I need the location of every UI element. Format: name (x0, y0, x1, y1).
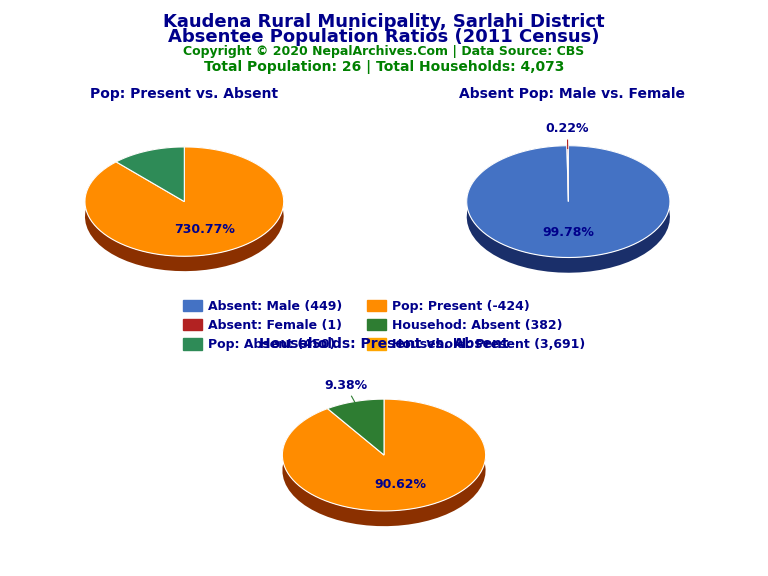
Polygon shape (283, 399, 485, 511)
Text: 0.22%: 0.22% (545, 123, 589, 135)
Text: Absentee Population Ratios (2011 Census): Absentee Population Ratios (2011 Census) (168, 28, 600, 46)
Text: Absent Pop: Male vs. Female: Absent Pop: Male vs. Female (459, 87, 685, 101)
Polygon shape (467, 146, 670, 273)
Text: 730.77%: 730.77% (174, 223, 235, 236)
Text: Copyright © 2020 NepalArchives.Com | Data Source: CBS: Copyright © 2020 NepalArchives.Com | Dat… (184, 45, 584, 58)
Text: Total Population: 26 | Total Households: 4,073: Total Population: 26 | Total Households:… (204, 60, 564, 74)
Polygon shape (116, 147, 184, 202)
Polygon shape (567, 146, 568, 202)
Legend: Absent: Male (449), Absent: Female (1), Pop: Absent (450), Pop: Present (-424), : Absent: Male (449), Absent: Female (1), … (177, 295, 591, 356)
Polygon shape (467, 146, 670, 257)
Polygon shape (116, 147, 184, 177)
Polygon shape (567, 146, 568, 161)
Polygon shape (283, 399, 485, 526)
Polygon shape (85, 147, 283, 271)
Polygon shape (85, 147, 283, 256)
Text: 9.38%: 9.38% (324, 379, 367, 392)
Text: Households: Present vs. Absent: Households: Present vs. Absent (260, 338, 508, 351)
Text: 90.62%: 90.62% (374, 478, 426, 491)
Text: Kaudena Rural Municipality, Sarlahi District: Kaudena Rural Municipality, Sarlahi Dist… (163, 13, 605, 31)
Text: Pop: Present vs. Absent: Pop: Present vs. Absent (91, 87, 278, 101)
Polygon shape (327, 399, 384, 455)
Text: 99.78%: 99.78% (543, 226, 594, 239)
Polygon shape (327, 399, 384, 424)
